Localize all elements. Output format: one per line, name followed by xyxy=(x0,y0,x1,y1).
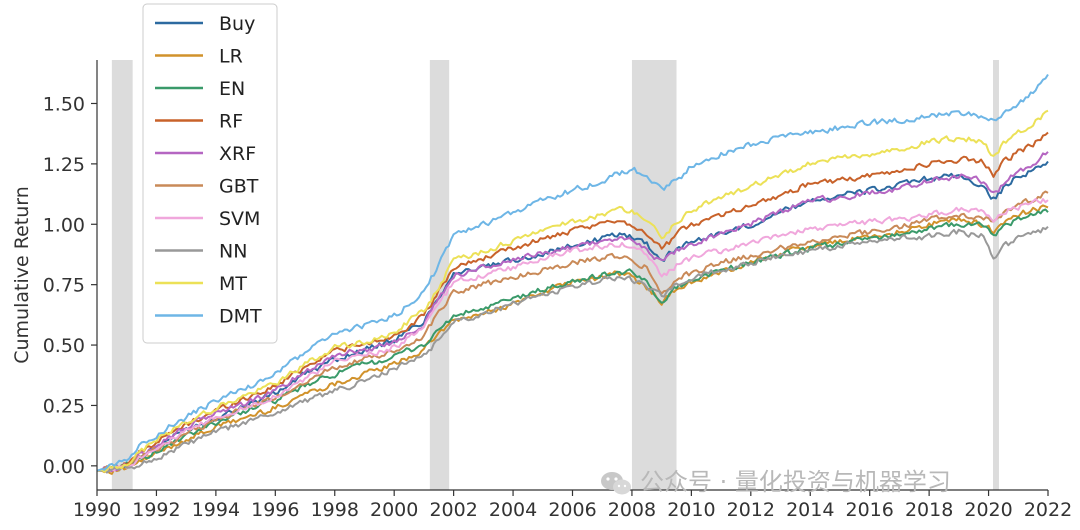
legend-label-en: EN xyxy=(219,78,245,100)
y-tick-label: 0.50 xyxy=(43,335,85,357)
watermark: 公众号 · 量化投资与机器学习 xyxy=(601,468,951,496)
recession-band-1 xyxy=(111,60,133,490)
x-tick-label: 2022 xyxy=(1024,499,1072,521)
legend-label-xrf: XRF xyxy=(219,143,256,165)
x-tick-label: 2012 xyxy=(727,499,775,521)
series-line-nn xyxy=(97,225,1049,474)
legend: Buy LR EN RF XRF GBT SVM NN MT DMT xyxy=(142,3,278,344)
legend-label-rf: RF xyxy=(219,111,243,133)
x-tick-label: 2002 xyxy=(429,499,477,521)
legend-label-lr: LR xyxy=(219,46,243,68)
recession-shading-layer xyxy=(111,60,999,490)
x-tick-label: 2016 xyxy=(846,499,894,521)
legend-label-dmt: DMT xyxy=(219,306,262,328)
watermark-text: 公众号 · 量化投资与机器学习 xyxy=(640,468,951,496)
x-tick-label: 2006 xyxy=(548,499,596,521)
x-tick-label: 2000 xyxy=(370,499,418,521)
x-tick-label: 2020 xyxy=(964,499,1012,521)
x-tick-label: 1996 xyxy=(251,499,299,521)
y-tick-label: 1.50 xyxy=(43,93,85,115)
series-line-dmt xyxy=(96,73,1049,472)
recession-band-3 xyxy=(631,60,677,490)
y-tick-label: 1.00 xyxy=(43,214,85,236)
x-tick-label: 2008 xyxy=(608,499,656,521)
y-tick-label: 0.00 xyxy=(43,456,85,478)
y-tick-label: 0.25 xyxy=(43,395,85,417)
x-tick-label: 1998 xyxy=(311,499,359,521)
x-tick-label: 1994 xyxy=(192,499,240,521)
axis-layer: 0.00 0.25 0.50 0.75 1.00 1.25 1.50 1990 1992 1994… xyxy=(11,60,1072,521)
x-tick-label: 1992 xyxy=(132,499,180,521)
x-tick-label: 2018 xyxy=(905,499,953,521)
recession-band-4 xyxy=(993,60,999,490)
series-layer xyxy=(96,73,1049,475)
y-axis-label: Cumulative Return xyxy=(11,186,33,364)
x-tick-label: 2004 xyxy=(489,499,537,521)
wechat-icon xyxy=(601,472,631,495)
series-line-mt xyxy=(96,109,1049,473)
legend-label-svm: SVM xyxy=(219,208,260,230)
series-line-gbt xyxy=(96,190,1049,472)
recession-band-2 xyxy=(429,60,450,490)
x-tick-label: 2010 xyxy=(667,499,715,521)
legend-label-mt: MT xyxy=(219,273,247,295)
legend-label-buy: Buy xyxy=(219,13,255,35)
legend-label-gbt: GBT xyxy=(219,176,259,198)
series-line-svm xyxy=(96,198,1049,473)
legend-label-nn: NN xyxy=(219,241,247,263)
y-tick-label: 0.75 xyxy=(43,275,85,297)
y-tick-label: 1.25 xyxy=(43,154,85,176)
x-tick-label: 2014 xyxy=(786,499,834,521)
x-tick-label: 1990 xyxy=(73,499,121,521)
